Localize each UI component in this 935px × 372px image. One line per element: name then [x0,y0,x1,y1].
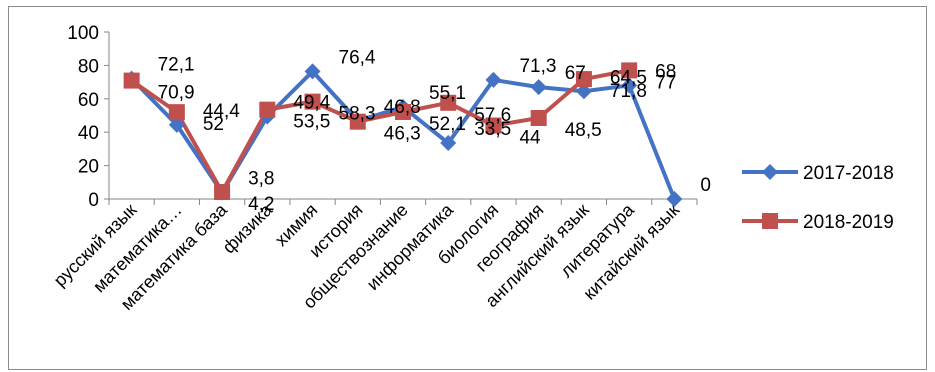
legend-label: 2018-2019 [803,212,894,233]
y-tick-label: 100 [67,23,99,44]
data-label: 55,1 [429,83,466,104]
series-2-point [575,71,592,88]
series-1-point [666,191,683,207]
data-label: 71,3 [519,56,556,77]
data-label: 53,5 [293,112,330,133]
series-2-point [123,72,140,89]
data-label: 4,2 [248,194,274,215]
series-1-point [530,79,547,96]
data-label: 48,5 [565,120,602,141]
y-tick-label: 20 [78,157,99,178]
y-tick-label: 40 [78,123,99,144]
series-1-point [440,135,457,152]
data-label: 49,4 [293,93,330,114]
data-label: 57,6 [474,105,511,126]
series-2-point [168,104,185,121]
data-label: 0 [700,175,711,196]
series-1-point [168,116,185,133]
data-label: 3,8 [248,169,274,190]
series-2-point [304,93,321,110]
data-label: 67 [565,63,586,84]
data-label: 52 [203,114,224,135]
series-1-point [304,63,321,80]
data-label: 58,3 [339,104,376,125]
data-label: 77 [655,72,676,93]
data-label: 33,5 [474,119,511,140]
data-label: 70,9 [158,83,195,104]
series-1-point [485,71,502,88]
series-2-point [485,117,502,134]
series-1-point [621,77,638,94]
data-label: 76,4 [339,47,376,68]
legend-marker-1 [762,164,778,180]
series-2-point [259,101,276,118]
legend-label: 2017-2018 [803,163,894,184]
series-2-point [621,62,638,79]
data-label: 52,1 [429,114,466,135]
series-2-point [395,103,411,120]
legend-marker-2 [762,213,778,229]
data-label: 72,1 [158,55,195,76]
data-label: 46,3 [384,124,421,145]
chart-frame [8,6,927,370]
y-tick-label: 80 [78,56,99,77]
data-label: 46,8 [384,97,421,118]
data-label: 71,8 [610,81,647,102]
series-1-point [575,83,592,100]
data-label: 64,5 [610,67,647,88]
y-tick-label: 0 [88,190,99,211]
data-label: 44 [519,128,541,149]
series-2-point [440,94,457,111]
series-2-point [530,110,547,127]
data-label: 44,4 [203,101,240,122]
series-2-point [214,183,231,200]
series-2-point [349,113,366,130]
data-label: 68 [655,61,676,82]
y-tick-label: 60 [78,90,99,111]
